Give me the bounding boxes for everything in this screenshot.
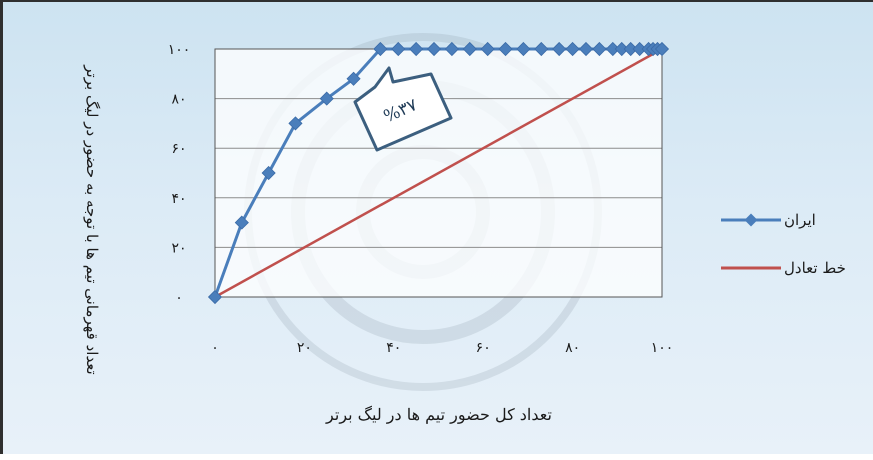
x-tick-label: ۸۰: [565, 340, 580, 356]
x-tick-label: ۶۰: [476, 340, 491, 356]
y-tick-label: ۲۰: [171, 240, 186, 256]
y-tick-label: ۰: [175, 290, 183, 306]
data-point-marker: [516, 41, 531, 57]
data-point-marker: [462, 41, 477, 57]
data-point-marker: [534, 41, 549, 57]
data-point-marker: [288, 116, 303, 131]
data-point-marker: [592, 41, 607, 57]
data-point-marker: [444, 41, 459, 57]
y-tick-label: ۶۰: [171, 141, 186, 157]
series-layer: [207, 41, 670, 305]
legend-label: خط تعادل: [784, 259, 846, 277]
data-point-marker: [498, 41, 513, 57]
x-tick-label: ۱۰۰: [651, 340, 674, 356]
y-tick-label: ۱۰۰: [168, 42, 191, 58]
data-point-marker: [552, 41, 567, 57]
y-tick-label: ۸۰: [171, 92, 186, 108]
callout-annotation: %۳۷: [353, 66, 453, 152]
data-point-marker: [207, 289, 223, 305]
legend: ایران خط تعادل: [721, 211, 846, 277]
x-tick-label: ۴۰: [386, 340, 401, 356]
data-point-marker: [319, 91, 334, 106]
data-point-marker: [373, 41, 388, 57]
legend-label: ایران: [784, 211, 816, 229]
data-point-marker: [391, 41, 406, 57]
legend-swatch-marker: [744, 213, 758, 227]
series-line-1: [214, 47, 663, 299]
data-point-marker: [234, 215, 249, 230]
line-chart: ۰ ۲۰ ۴۰ ۶۰ ۸۰ ۱۰۰ ۰ ۲۰ ۴۰ ۶۰ ۸۰ ۱۰۰ تعداد قهرمانی …: [83, 33, 846, 424]
x-axis-ticks: ۰ ۲۰ ۴۰ ۶۰ ۸۰ ۱۰۰: [211, 340, 673, 356]
data-point-marker: [480, 41, 495, 57]
callout-box: [353, 66, 453, 152]
x-tick-label: ۲۰: [297, 340, 312, 356]
data-point-marker: [565, 41, 580, 57]
y-tick-label: ۴۰: [171, 191, 186, 207]
data-point-marker: [346, 71, 361, 86]
x-tick-label: ۰: [211, 340, 219, 356]
data-point-marker: [578, 41, 594, 57]
data-point-marker: [409, 41, 424, 57]
data-point-marker: [261, 165, 276, 181]
x-axis-label: تعداد کل حضور تیم ها در لیگ برتر: [325, 405, 552, 424]
y-axis-ticks: ۰ ۲۰ ۴۰ ۶۰ ۸۰ ۱۰۰: [168, 42, 191, 306]
data-point-marker: [654, 41, 670, 57]
y-axis-label: تعداد قهرمانی تیم ها با توجه به حضور در …: [83, 64, 101, 374]
data-point-marker: [426, 41, 442, 57]
